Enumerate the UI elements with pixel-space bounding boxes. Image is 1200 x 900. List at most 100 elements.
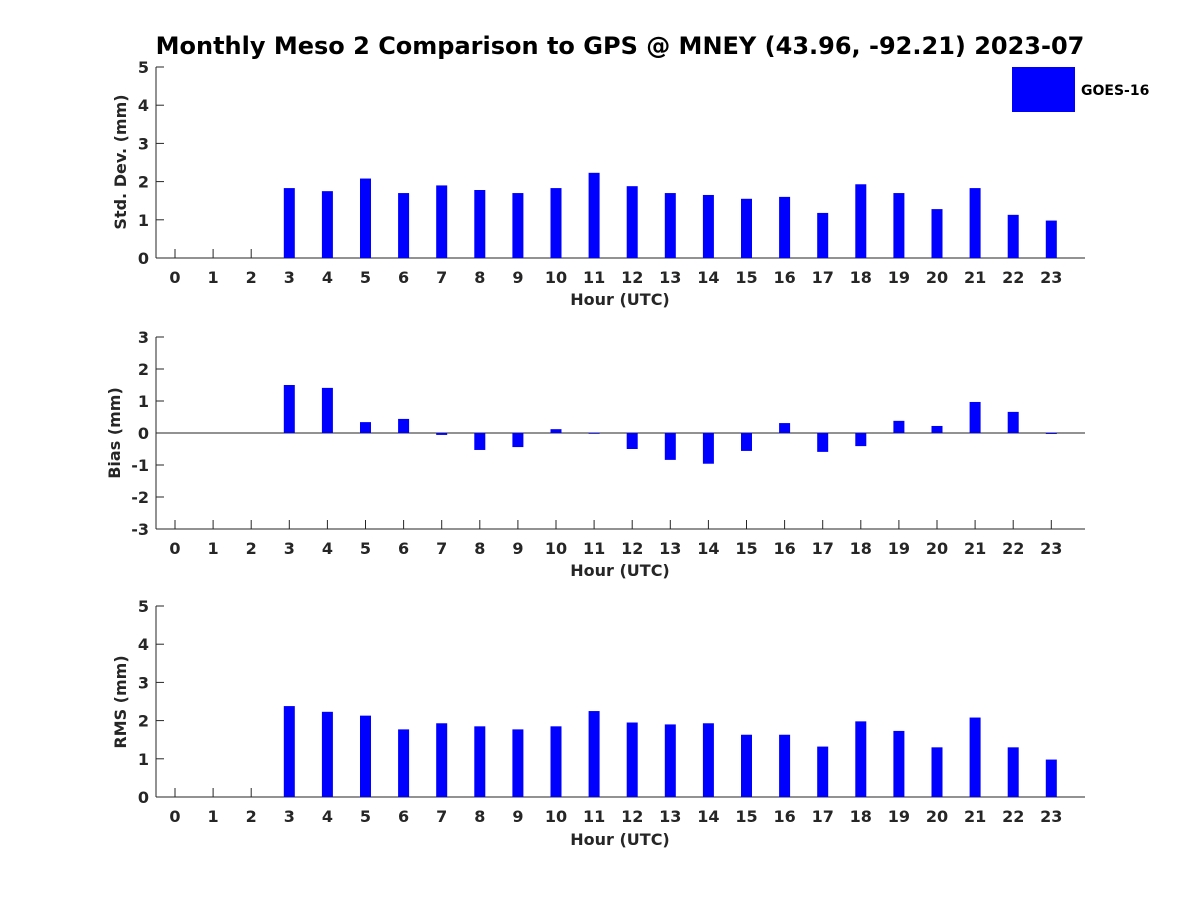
bar	[1007, 411, 1019, 433]
bar	[398, 193, 410, 258]
x-tick-label: 6	[398, 807, 409, 826]
x-tick-label: 3	[284, 268, 295, 287]
bar	[588, 172, 600, 258]
bar	[1007, 747, 1019, 797]
bar	[512, 729, 524, 797]
y-tick-label: 3	[138, 328, 149, 347]
x-tick-label: 6	[398, 268, 409, 287]
x-tick-label: 13	[659, 807, 681, 826]
x-tick-label: 17	[812, 268, 834, 287]
x-tick-label: 23	[1040, 807, 1062, 826]
x-tick-label: 0	[169, 268, 180, 287]
bar	[741, 433, 752, 451]
y-tick-label: -2	[131, 488, 149, 507]
x-tick-label: 3	[284, 539, 295, 558]
legend: GOES-16	[1012, 67, 1149, 112]
bar	[588, 711, 600, 797]
bar	[626, 186, 638, 258]
x-tick-label: 13	[659, 539, 681, 558]
x-tick-label: 19	[888, 807, 910, 826]
x-tick-label: 19	[888, 539, 910, 558]
x-tick-label: 18	[850, 268, 872, 287]
bar	[817, 433, 829, 452]
x-tick-label: 16	[773, 807, 795, 826]
y-tick-label: 4	[138, 96, 149, 115]
x-tick-label: 21	[964, 807, 986, 826]
x-tick-label: 23	[1040, 539, 1062, 558]
bar	[626, 722, 638, 797]
y-axis-label: Std. Dev. (mm)	[111, 94, 130, 229]
x-tick-label: 20	[926, 539, 948, 558]
bar	[321, 387, 333, 433]
bar	[321, 711, 333, 797]
y-tick-label: 2	[138, 173, 149, 192]
bar	[436, 723, 448, 797]
x-tick-label: 5	[360, 268, 371, 287]
y-tick-label: 5	[138, 597, 149, 616]
bar	[664, 433, 676, 460]
bar	[969, 188, 981, 258]
bar	[893, 193, 905, 258]
x-tick-label: 4	[322, 539, 333, 558]
x-tick-label: 22	[1002, 807, 1024, 826]
bar	[702, 433, 714, 464]
x-tick-label: 14	[697, 539, 719, 558]
y-tick-label: -3	[131, 520, 149, 539]
bar	[931, 747, 943, 797]
x-tick-label: 8	[474, 268, 485, 287]
x-tick-label: 11	[583, 268, 605, 287]
bar	[702, 723, 714, 797]
x-tick-label: 10	[545, 268, 567, 287]
x-tick-label: 1	[208, 807, 219, 826]
x-tick-label: 1	[208, 539, 219, 558]
x-tick-label: 22	[1002, 268, 1024, 287]
bar	[664, 724, 676, 797]
x-tick-label: 17	[812, 807, 834, 826]
x-tick-label: 20	[926, 807, 948, 826]
bar	[741, 198, 752, 258]
x-tick-label: 17	[812, 539, 834, 558]
x-tick-label: 0	[169, 807, 180, 826]
bar	[779, 196, 791, 258]
bar	[321, 191, 333, 258]
x-tick-label: 19	[888, 268, 910, 287]
bar	[626, 433, 638, 449]
x-tick-label: 0	[169, 539, 180, 558]
legend-label: GOES-16	[1081, 83, 1149, 99]
x-tick-label: 15	[735, 807, 757, 826]
x-tick-label: 21	[964, 539, 986, 558]
bar	[360, 422, 371, 433]
x-tick-label: 10	[545, 807, 567, 826]
bar	[931, 425, 943, 433]
y-axis-label: RMS (mm)	[111, 655, 130, 748]
x-tick-label: 16	[773, 539, 795, 558]
x-tick-label: 9	[512, 268, 523, 287]
bar	[360, 178, 371, 258]
x-tick-label: 12	[621, 539, 643, 558]
x-axis-label: Hour (UTC)	[570, 830, 670, 849]
x-tick-label: 7	[436, 268, 447, 287]
x-tick-label: 2	[246, 539, 257, 558]
bar	[779, 734, 791, 797]
x-tick-label: 5	[360, 539, 371, 558]
x-tick-label: 7	[436, 807, 447, 826]
x-tick-label: 13	[659, 268, 681, 287]
bar	[436, 433, 448, 435]
bar	[664, 193, 676, 258]
x-tick-label: 21	[964, 268, 986, 287]
x-tick-label: 14	[697, 807, 719, 826]
bar	[817, 746, 829, 797]
bar	[1045, 433, 1057, 434]
bar	[512, 433, 524, 448]
bar	[283, 188, 295, 258]
y-tick-label: 1	[138, 392, 149, 411]
bar	[855, 184, 867, 258]
x-tick-label: 11	[583, 807, 605, 826]
x-tick-label: 20	[926, 268, 948, 287]
bar	[893, 420, 905, 433]
y-axis-label: Bias (mm)	[105, 387, 124, 479]
y-tick-label: 0	[138, 424, 149, 443]
y-tick-label: 0	[138, 249, 149, 268]
